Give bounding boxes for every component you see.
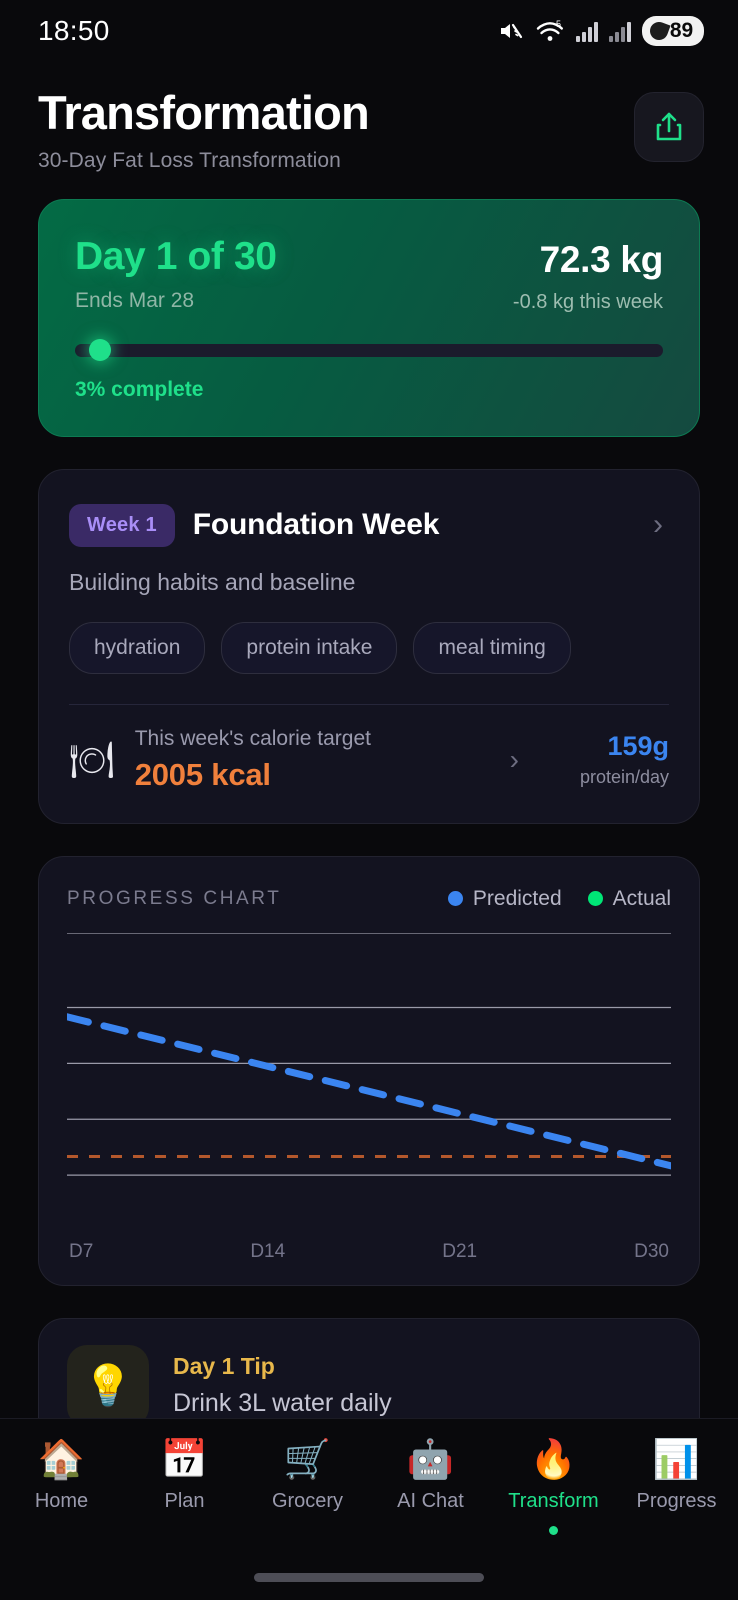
chart-x-axis: D7 D14 D21 D30 (67, 1241, 671, 1263)
share-icon (656, 112, 682, 141)
fire-icon: 🔥 (529, 1439, 578, 1481)
bottom-navigation: 🏠 Home 📅 Plan 🛒 Grocery 🤖 AI Chat 🔥 Tran… (0, 1418, 738, 1600)
tab-home[interactable]: 🏠 Home (0, 1441, 123, 1513)
hero-weight-block: 72.3 kg -0.8 kg this week (513, 236, 663, 314)
calorie-text-block: This week's calorie target 2005 kcal (135, 727, 490, 793)
mute-icon (501, 23, 523, 39)
tip-title: Day 1 Tip (173, 1353, 275, 1379)
tab-label-grocery: Grocery (271, 1490, 344, 1512)
page-title: Transformation (38, 86, 370, 139)
calorie-target-label: This week's calorie target (134, 726, 371, 750)
hero-end-date: Ends Mar 28 (75, 288, 195, 312)
bar-chart-icon: 📊 (652, 1439, 701, 1481)
chart-legend: Predicted Actual (447, 886, 671, 911)
robot-icon: 🤖 (406, 1439, 455, 1481)
protein-sublabel: protein/day (579, 767, 669, 787)
tip-body: Drink 3L water daily (173, 1389, 392, 1417)
wifi-icon: 5 (536, 19, 563, 41)
chevron-right-icon[interactable]: › (653, 508, 663, 541)
lightbulb-icon: 💡 (67, 1344, 149, 1427)
share-button[interactable] (634, 92, 704, 162)
tab-grocery[interactable]: 🛒 Grocery (246, 1441, 369, 1513)
week-focus-chips: hydration protein intake meal timing (69, 621, 669, 674)
protein-block: 159g protein/day (539, 731, 669, 788)
tab-label-home: Home (34, 1490, 89, 1512)
tab-label-plan: Plan (164, 1490, 205, 1512)
chart-svg (63, 931, 675, 1176)
hero-day-label: Day 1 of 30 (75, 234, 277, 278)
card-divider (69, 703, 669, 705)
battery-level: 89 (669, 19, 694, 42)
week-badge: Week 1 (69, 503, 175, 547)
tab-transform[interactable]: 🔥 Transform (492, 1441, 615, 1535)
x-tick-d21: D21 (442, 1240, 478, 1262)
page-header: Transformation 30-Day Fat Loss Transform… (0, 62, 738, 173)
progress-thumb[interactable] (88, 339, 111, 361)
legend-dot-actual (587, 891, 603, 906)
legend-dot-predicted (447, 891, 463, 906)
week-title: Foundation Week (192, 508, 440, 541)
chart-header: PROGRESS CHART Predicted Actual (67, 887, 671, 911)
tab-progress[interactable]: 📊 Progress (615, 1441, 738, 1513)
x-tick-d7: D7 (69, 1240, 94, 1262)
tip-text-block: Day 1 Tip Drink 3L water daily (173, 1353, 392, 1418)
legend-label-predicted: Predicted (472, 886, 562, 910)
chip-hydration[interactable]: hydration (69, 621, 206, 674)
chip-protein-intake[interactable]: protein intake (221, 621, 398, 674)
leaf-icon (647, 19, 671, 43)
chart-title: PROGRESS CHART (67, 887, 282, 909)
calorie-target-value: 2005 kcal (134, 756, 271, 792)
tab-ai-chat[interactable]: 🤖 AI Chat (369, 1441, 492, 1513)
chart-plot-area (63, 931, 675, 1231)
progress-bar[interactable] (75, 339, 663, 361)
battery-indicator: 89 (642, 16, 704, 46)
hero-day-block: Day 1 of 30 Ends Mar 28 (75, 234, 277, 313)
tab-label-ai-chat: AI Chat (397, 1490, 464, 1512)
house-icon: 🏠 (37, 1439, 86, 1481)
week-header-row[interactable]: Week 1 Foundation Week › (69, 503, 669, 547)
transformation-hero-card: Day 1 of 30 Ends Mar 28 72.3 kg -0.8 kg … (38, 198, 700, 437)
page-subtitle: 30-Day Fat Loss Transformation (38, 148, 341, 172)
status-icons: 5 89 (498, 16, 704, 46)
svg-text:5: 5 (556, 19, 561, 29)
home-indicator (254, 1573, 484, 1582)
week-overview-card[interactable]: Week 1 Foundation Week › Building habits… (38, 468, 700, 824)
shopping-cart-icon: 🛒 (283, 1439, 332, 1481)
tab-active-indicator (549, 1526, 558, 1535)
week-description: Building habits and baseline (69, 568, 356, 595)
hero-weight-value: 72.3 kg (539, 238, 664, 280)
x-tick-d30: D30 (634, 1240, 669, 1262)
calorie-chevron-right-icon[interactable]: › (509, 743, 519, 775)
plate-cutlery-icon: 🍽 (69, 738, 115, 780)
progress-chart-card: PROGRESS CHART Predicted Actual D7 D14 D… (38, 855, 700, 1286)
hero-weight-delta: -0.8 kg this week (512, 290, 663, 313)
hero-top-row: Day 1 of 30 Ends Mar 28 72.3 kg -0.8 kg … (75, 234, 663, 314)
progress-percent-label: 3% complete (75, 377, 204, 401)
x-tick-d14: D14 (250, 1240, 286, 1262)
legend-item-actual: Actual (587, 886, 671, 911)
tab-label-progress: Progress (636, 1490, 717, 1512)
legend-item-predicted: Predicted (447, 886, 562, 911)
status-time: 18:50 (38, 15, 110, 46)
calorie-target-row[interactable]: 🍽 This week's calorie target 2005 kcal ›… (69, 727, 669, 793)
header-text-block: Transformation 30-Day Fat Loss Transform… (38, 86, 370, 173)
protein-value: 159g (607, 731, 669, 761)
calendar-icon: 📅 (160, 1439, 209, 1481)
legend-label-actual: Actual (612, 886, 671, 910)
tab-plan[interactable]: 📅 Plan (123, 1441, 246, 1513)
signal-bars-secondary-icon (609, 20, 631, 42)
chip-meal-timing[interactable]: meal timing (413, 621, 571, 674)
chart-series-predicted (63, 1012, 675, 1169)
status-bar: 18:50 5 89 (0, 0, 738, 62)
tab-label-transform: Transform (508, 1490, 599, 1512)
signal-bars-icon (576, 20, 598, 42)
